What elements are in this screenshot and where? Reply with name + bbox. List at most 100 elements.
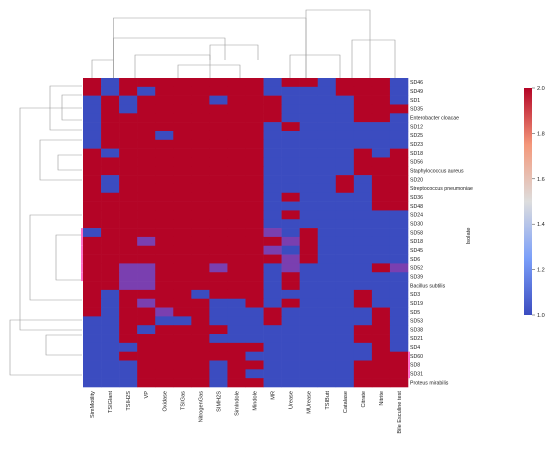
heatmap-cell xyxy=(317,263,337,273)
row-label: SD6 xyxy=(410,257,420,263)
heatmap-cell xyxy=(191,157,210,167)
heatmap-cell xyxy=(371,334,391,344)
heatmap-cell xyxy=(263,78,282,88)
heatmap-cell xyxy=(137,113,156,123)
heatmap-cell xyxy=(83,139,102,149)
heatmap-cell xyxy=(155,228,174,238)
heatmap-cell xyxy=(101,316,120,326)
heatmap-cell xyxy=(101,166,120,176)
heatmap-cell xyxy=(191,307,210,317)
heatmap-cell xyxy=(137,289,156,300)
heatmap-cell xyxy=(173,316,192,326)
heatmap-cell xyxy=(137,307,156,317)
heatmap-cell xyxy=(263,192,282,202)
heatmap-cell xyxy=(317,113,337,123)
heatmap-cell xyxy=(101,175,120,185)
heatmap-cell xyxy=(101,272,120,282)
heatmap-cell xyxy=(335,272,355,282)
row-highlight-mark xyxy=(81,254,83,264)
heatmap-cell xyxy=(335,157,355,167)
heatmap-cell xyxy=(281,104,300,114)
heatmap-cell xyxy=(389,166,409,176)
heatmap-cell xyxy=(353,78,373,88)
heatmap-cell xyxy=(173,86,192,96)
heatmap-cell xyxy=(317,342,337,352)
heatmap-cell xyxy=(317,157,337,167)
heatmap-cell xyxy=(191,316,210,326)
heatmap-cell xyxy=(209,351,228,361)
heatmap-cell xyxy=(83,289,102,300)
heatmap-cell xyxy=(317,122,337,132)
heatmap-cell xyxy=(173,236,192,247)
heatmap-cell xyxy=(371,263,391,273)
heatmap-cell xyxy=(245,219,264,229)
heatmap-cell xyxy=(173,148,192,158)
heatmap-cell xyxy=(155,113,174,123)
heatmap-cell xyxy=(281,298,300,308)
heatmap-cell xyxy=(281,228,300,238)
heatmap-cell xyxy=(335,351,355,361)
heatmap-cell xyxy=(173,113,192,123)
heatmap-cell xyxy=(299,210,319,220)
heatmap-cell xyxy=(191,378,210,388)
row-label: SD49 xyxy=(410,89,423,95)
heatmap-cell xyxy=(353,378,373,388)
heatmap-cell xyxy=(389,289,409,300)
heatmap-cell xyxy=(119,210,138,220)
heatmap-cell xyxy=(335,219,355,229)
heatmap-cell xyxy=(83,78,102,88)
heatmap-cell xyxy=(137,236,156,247)
row-label-highlight xyxy=(408,351,410,361)
heatmap-cell xyxy=(389,351,409,361)
heatmap-cell xyxy=(335,360,355,370)
heatmap-cell xyxy=(173,95,192,105)
heatmap-cell xyxy=(209,228,228,238)
row-label: SD5 xyxy=(410,310,420,316)
heatmap-cell xyxy=(191,236,210,247)
heatmap-cell xyxy=(371,175,391,185)
heatmap-cell xyxy=(155,245,174,255)
heatmap-cell xyxy=(299,307,319,317)
heatmap-cell xyxy=(353,263,373,273)
heatmap-cell xyxy=(281,236,300,247)
heatmap-cell xyxy=(245,104,264,114)
heatmap-cell xyxy=(281,95,300,105)
heatmap-cell xyxy=(371,86,391,96)
column-label: Nitrite xyxy=(379,391,385,406)
heatmap-cell xyxy=(227,316,246,326)
heatmap-cell xyxy=(317,86,337,96)
heatmap-cell xyxy=(191,201,210,211)
heatmap-cell xyxy=(335,236,355,247)
heatmap-cell xyxy=(209,192,228,202)
heatmap-cell xyxy=(245,78,264,88)
row-label: SD8 xyxy=(410,363,420,369)
heatmap-cell xyxy=(263,201,282,211)
heatmap-cell xyxy=(299,148,319,158)
heatmap-cell xyxy=(299,289,319,300)
heatmap-cell xyxy=(227,86,246,96)
heatmap-cell xyxy=(353,113,373,123)
heatmap-cell xyxy=(119,148,138,158)
heatmap-cell xyxy=(263,360,282,370)
heatmap-cell xyxy=(137,342,156,352)
heatmap-cell xyxy=(245,166,264,176)
heatmap-cell xyxy=(173,157,192,167)
heatmap-cell xyxy=(227,307,246,317)
colorbar-tick-label: 1.0 xyxy=(537,313,545,319)
heatmap-cell xyxy=(119,157,138,167)
heatmap-cell xyxy=(137,139,156,149)
heatmap-cell xyxy=(101,351,120,361)
heatmap-cell xyxy=(101,236,120,247)
heatmap-cell xyxy=(335,183,355,194)
heatmap-cell xyxy=(137,192,156,202)
heatmap-cell xyxy=(335,228,355,238)
heatmap-cell xyxy=(137,183,156,194)
heatmap-cell xyxy=(299,192,319,202)
colorbar: 1.0 1.2 1.4 1.6 1.8 2.0 xyxy=(524,86,545,319)
heatmap-cell xyxy=(353,289,373,300)
heatmap-cell xyxy=(299,236,319,247)
heatmap-cell xyxy=(119,272,138,282)
heatmap-cell xyxy=(245,95,264,105)
heatmap-cell xyxy=(371,298,391,308)
heatmap-cell xyxy=(101,183,120,194)
